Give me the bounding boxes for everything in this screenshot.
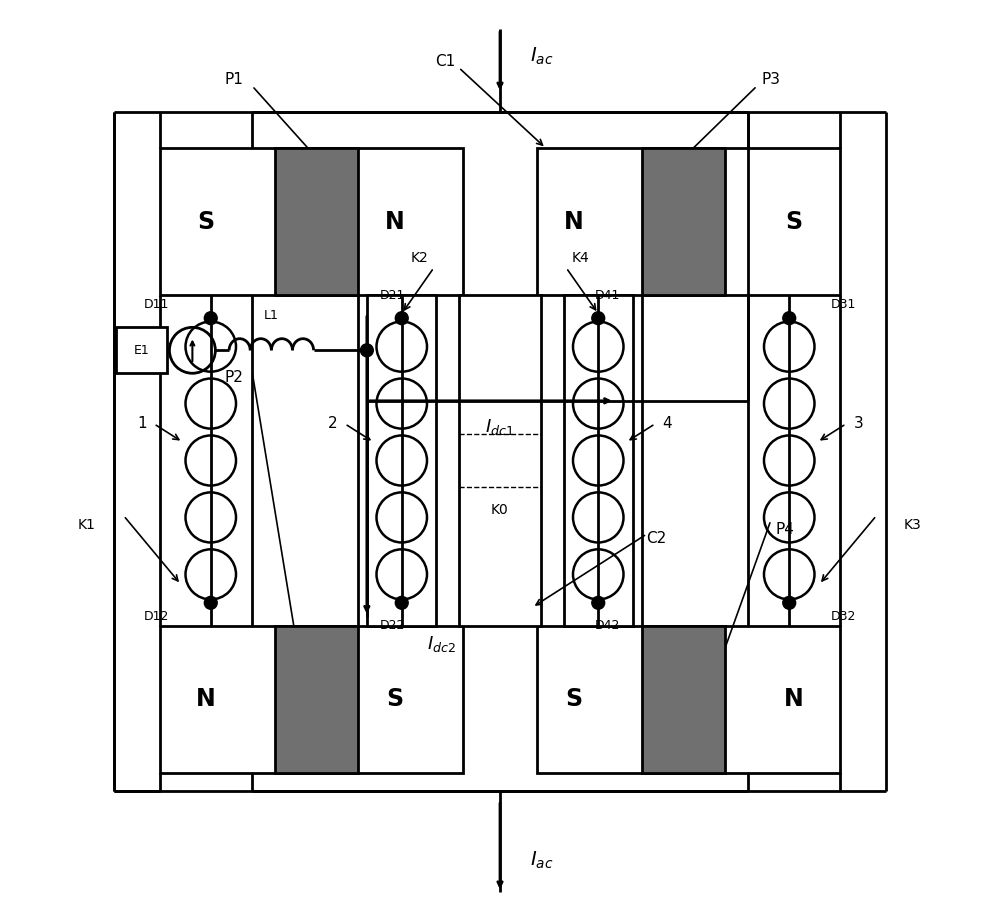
Circle shape [783, 597, 796, 610]
Bar [537, 148, 840, 296]
Text: C1: C1 [435, 53, 455, 68]
Text: D21: D21 [380, 288, 405, 302]
Text: N: N [196, 687, 216, 711]
Text: P3: P3 [761, 72, 780, 87]
Text: $I_{ac}$: $I_{ac}$ [530, 849, 553, 870]
Circle shape [783, 311, 796, 324]
Text: E1: E1 [134, 344, 149, 356]
Text: 2: 2 [328, 416, 337, 431]
Text: S: S [386, 687, 403, 711]
Circle shape [395, 597, 408, 610]
Text: N: N [564, 210, 583, 234]
Text: P4: P4 [775, 522, 794, 537]
Text: K4: K4 [571, 251, 589, 265]
Bar [275, 148, 358, 296]
Text: 3: 3 [854, 416, 863, 431]
Text: D32: D32 [831, 610, 856, 624]
Circle shape [204, 597, 217, 610]
Bar [642, 148, 725, 296]
Circle shape [360, 344, 373, 356]
Bar [642, 625, 725, 773]
Circle shape [204, 311, 217, 324]
Text: 1: 1 [137, 416, 146, 431]
Text: K3: K3 [904, 518, 922, 531]
Text: D41: D41 [595, 288, 620, 302]
Text: $I_{dc1}$: $I_{dc1}$ [485, 416, 515, 437]
Bar [275, 625, 358, 773]
Text: P1: P1 [224, 72, 243, 87]
Text: N: N [385, 210, 404, 234]
Bar [537, 625, 840, 773]
Text: K1: K1 [78, 518, 96, 531]
Text: S: S [198, 210, 215, 234]
Bar [160, 625, 463, 773]
Text: 4: 4 [663, 416, 672, 431]
Circle shape [592, 311, 605, 324]
Text: $I_{ac}$: $I_{ac}$ [530, 46, 553, 67]
Text: $I_{dc2}$: $I_{dc2}$ [427, 635, 456, 654]
Bar [160, 148, 463, 296]
Text: N: N [784, 687, 804, 711]
Text: D12: D12 [144, 610, 169, 624]
Circle shape [395, 311, 408, 324]
Bar [459, 296, 541, 625]
Text: L1: L1 [264, 309, 279, 322]
Bar [564, 296, 633, 625]
Text: K0: K0 [491, 503, 509, 517]
Text: D11: D11 [144, 297, 169, 311]
Text: D22: D22 [380, 619, 405, 633]
Text: S: S [785, 210, 802, 234]
Text: S: S [565, 687, 582, 711]
Bar [367, 296, 436, 625]
Text: P2: P2 [224, 370, 243, 385]
Text: D31: D31 [831, 297, 856, 311]
Text: K2: K2 [411, 251, 429, 265]
Text: D42: D42 [595, 619, 620, 633]
Text: C2: C2 [646, 531, 666, 546]
Circle shape [592, 597, 605, 610]
Bar [116, 327, 167, 373]
